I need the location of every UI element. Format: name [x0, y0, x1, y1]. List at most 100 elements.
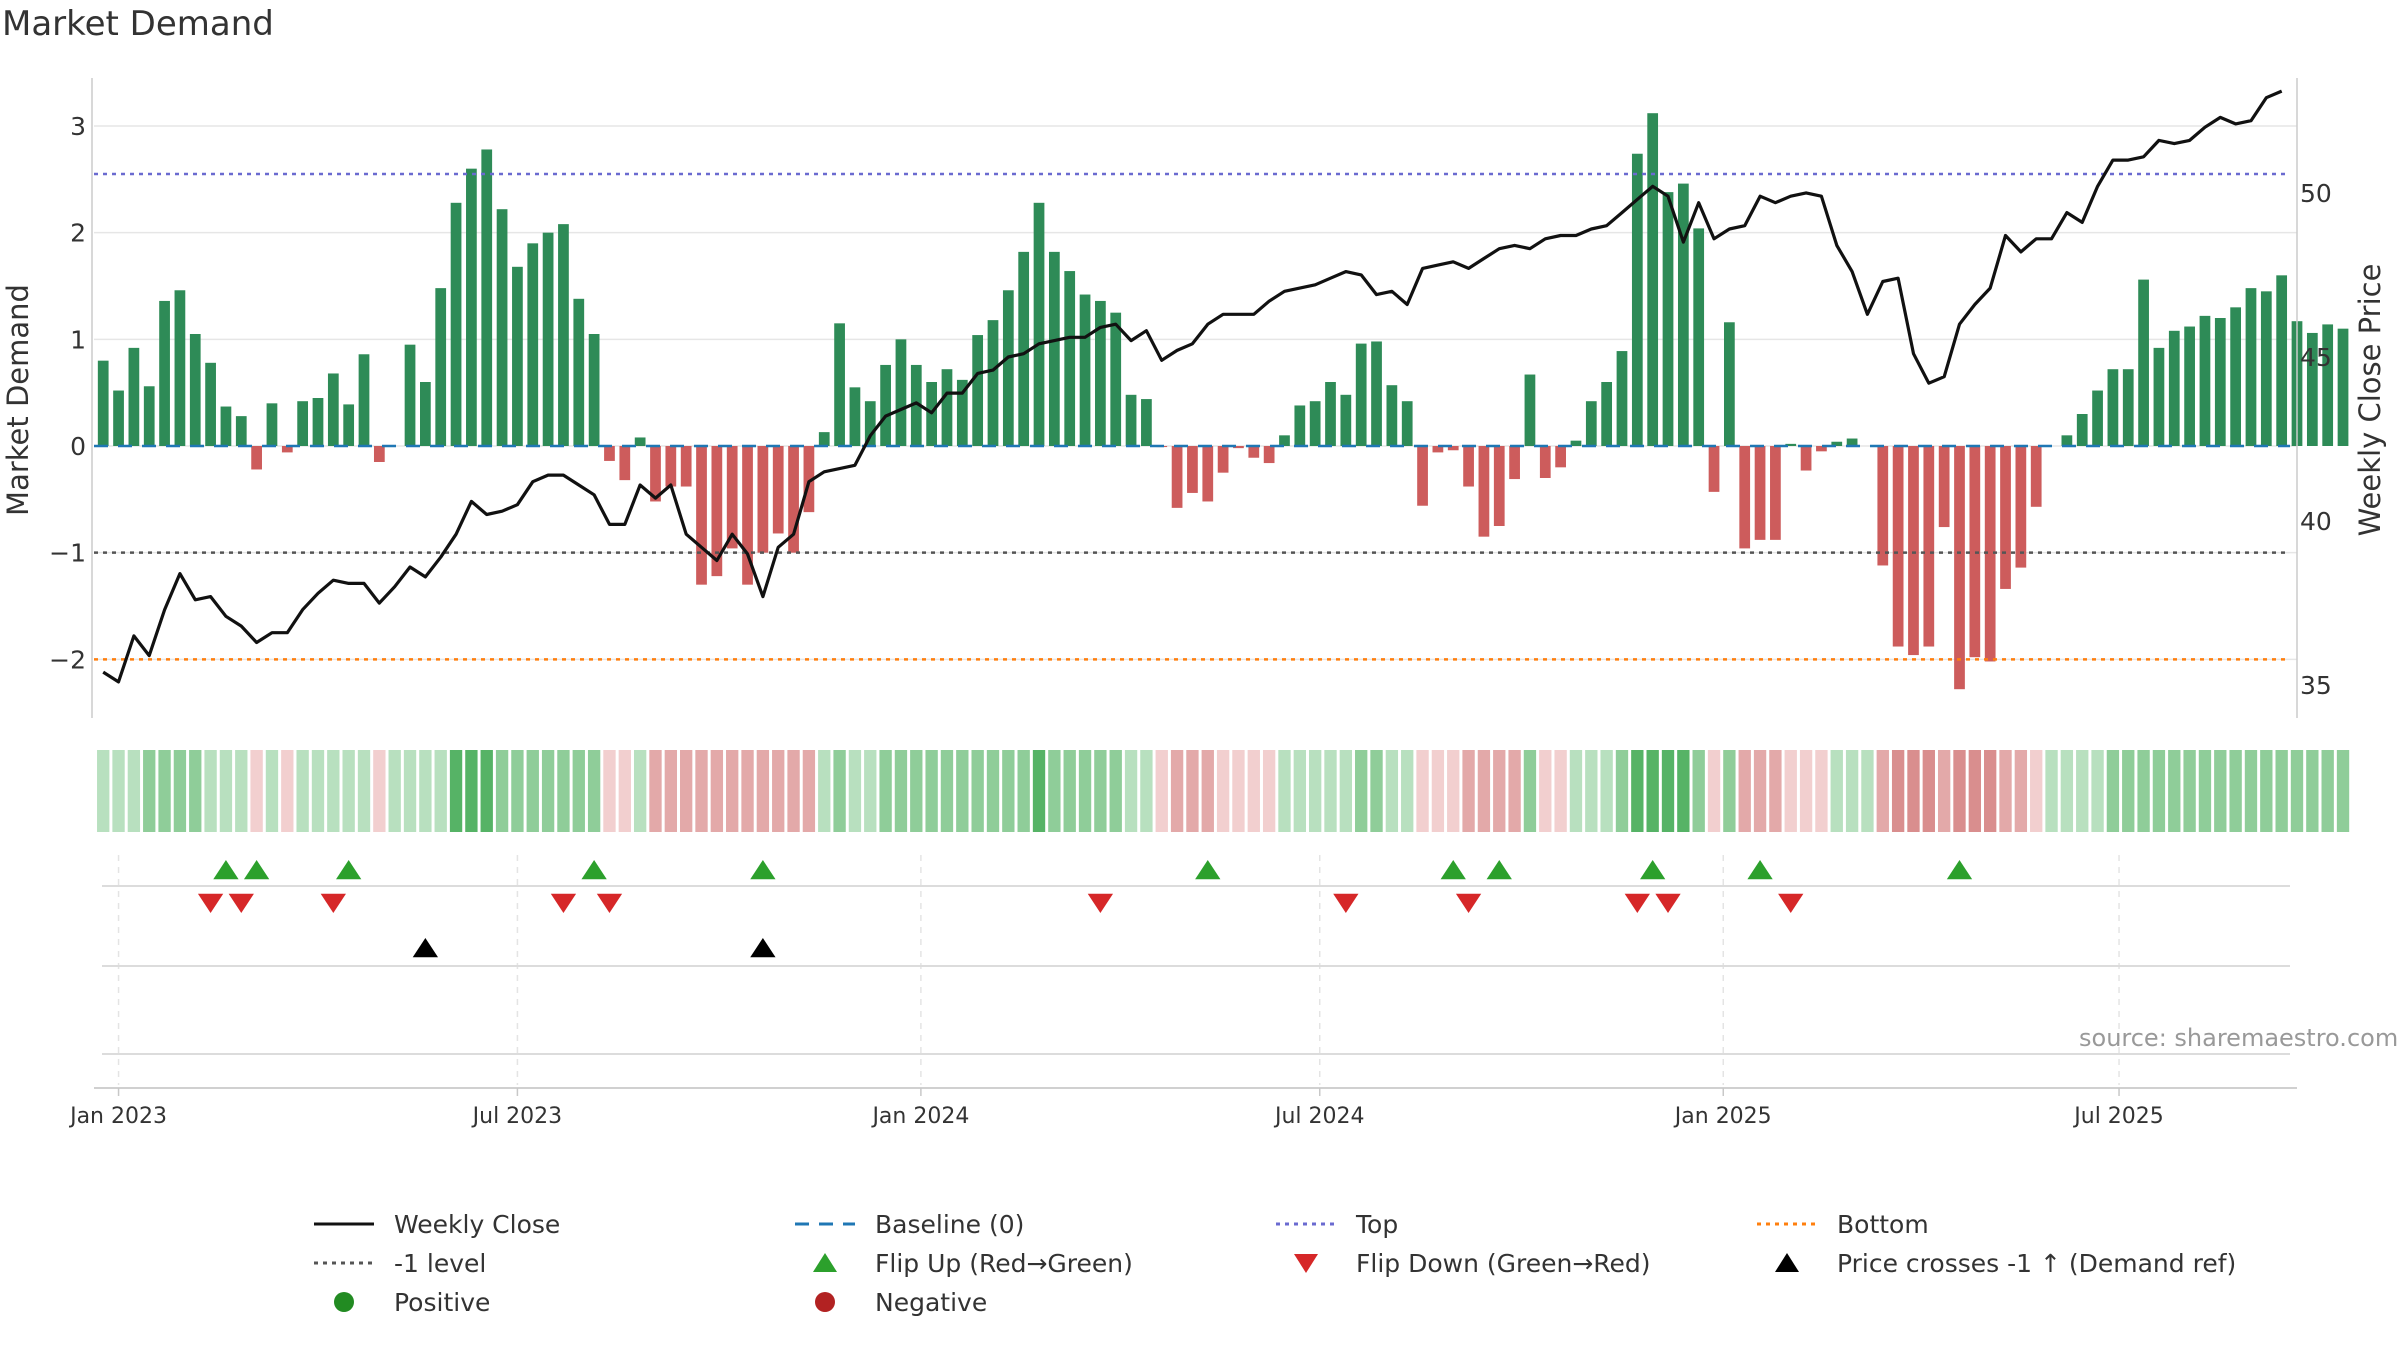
band-cell [2214, 750, 2227, 832]
chart-legend: Weekly Close Baseline (0) Top Bottom -1 leve… [0, 1206, 2400, 1326]
flip-up-marker [1440, 860, 1466, 880]
demand-bar [2230, 307, 2242, 446]
band-cell [480, 750, 493, 832]
demand-bar [1816, 446, 1827, 452]
demand-bar [1708, 446, 1720, 492]
demand-bar [742, 446, 753, 585]
legend-label: Positive [394, 1287, 491, 1317]
flip-up-marker [213, 860, 239, 880]
band-cell [357, 750, 371, 832]
demand-bar [113, 390, 124, 446]
demand-bar [251, 446, 262, 470]
legend-item: Top [1274, 1206, 1398, 1242]
demand-bar [2138, 279, 2149, 446]
demand-bar [1509, 446, 1520, 480]
band-cell [818, 750, 831, 832]
band-cell [1293, 750, 1306, 832]
demand-bar [634, 437, 646, 446]
demand-bar [1754, 446, 1766, 540]
legend-symbol [1274, 1245, 1338, 1281]
legend-label: Top [1356, 1209, 1399, 1239]
band-cell [1140, 750, 1153, 832]
demand-bar [1846, 438, 1858, 446]
band-cell [1447, 750, 1460, 832]
x-tick-label: Jul 2024 [1273, 1104, 1365, 1129]
demand-bar [358, 354, 370, 446]
band-cell [649, 750, 662, 832]
legend-label: Baseline (0) [875, 1209, 1025, 1239]
band-cell [1677, 750, 1690, 832]
band-cell [1815, 750, 1828, 832]
band-cell [971, 750, 984, 832]
band-cell [1600, 750, 1613, 832]
band-cell [173, 750, 187, 832]
band-cell [618, 750, 631, 832]
demand-bar [1187, 446, 1198, 493]
flip-up-marker [243, 860, 270, 880]
demand-bar [1908, 446, 1919, 656]
legend-triangle-up [813, 1253, 837, 1272]
band-cell [1523, 750, 1537, 832]
band-cell [526, 750, 539, 832]
flip-down-marker [550, 893, 577, 913]
band-cell [281, 750, 294, 832]
demand-bars [97, 113, 2349, 690]
band-cell [1078, 750, 1092, 832]
band-cell [1339, 750, 1353, 832]
band-cell [495, 750, 509, 832]
demand-bar [711, 446, 723, 577]
demand-bar [2030, 446, 2042, 507]
demand-bar [235, 416, 247, 446]
demand-bar [1662, 192, 1674, 446]
flip-down-marker [1624, 893, 1650, 913]
demand-bar [1447, 446, 1459, 451]
band-cell [342, 750, 355, 832]
demand-bar [1539, 446, 1551, 478]
band-cell [2336, 750, 2350, 832]
demand-bar [1724, 322, 1735, 446]
legend-circle [334, 1292, 354, 1312]
demand-bar [1923, 446, 1935, 647]
y-tick-label: 2 [70, 219, 86, 248]
band-cell [1155, 750, 1168, 832]
demand-bar [1417, 446, 1428, 506]
demand-bar [772, 446, 784, 534]
band-cell [97, 750, 110, 832]
demand-bar [2092, 390, 2103, 446]
band-cell [2152, 750, 2166, 832]
legend-triangle-up [1775, 1253, 1799, 1272]
demand-bar [849, 387, 861, 446]
demand-bar [2000, 446, 2011, 589]
demand-bar [1233, 446, 1244, 449]
band-cell [787, 750, 800, 832]
flip-down-marker [197, 893, 224, 913]
band-cell [327, 750, 340, 832]
demand-bar [650, 446, 661, 502]
demand-bar [435, 288, 447, 446]
demand-bar [1048, 251, 1060, 446]
demand-bar [1570, 440, 1582, 446]
band-cell [726, 750, 739, 832]
demand-bar [558, 224, 569, 446]
band-cell [1032, 750, 1046, 832]
legend-item: Weekly Close [312, 1206, 560, 1242]
band-cell [1401, 750, 1414, 832]
x-tick-label: Jul 2025 [2072, 1104, 2164, 1129]
demand-bar [1294, 405, 1306, 446]
demand-bar [466, 168, 477, 446]
legend-item: Baseline (0) [793, 1206, 1024, 1242]
chart-title: Market Demand [2, 4, 274, 44]
demand-bar [1739, 446, 1751, 549]
band-cell [710, 750, 724, 832]
demand-bar [2107, 369, 2119, 446]
band-cell [2290, 750, 2304, 832]
y-tick-label: −1 [49, 539, 86, 568]
band-cell [2137, 750, 2150, 832]
band-cell [956, 750, 969, 832]
band-cell [1784, 750, 1797, 832]
flip-up-marker [1195, 860, 1221, 880]
band-cell [848, 750, 862, 832]
band-cell [1170, 750, 1184, 832]
demand-bar [1954, 446, 1965, 690]
